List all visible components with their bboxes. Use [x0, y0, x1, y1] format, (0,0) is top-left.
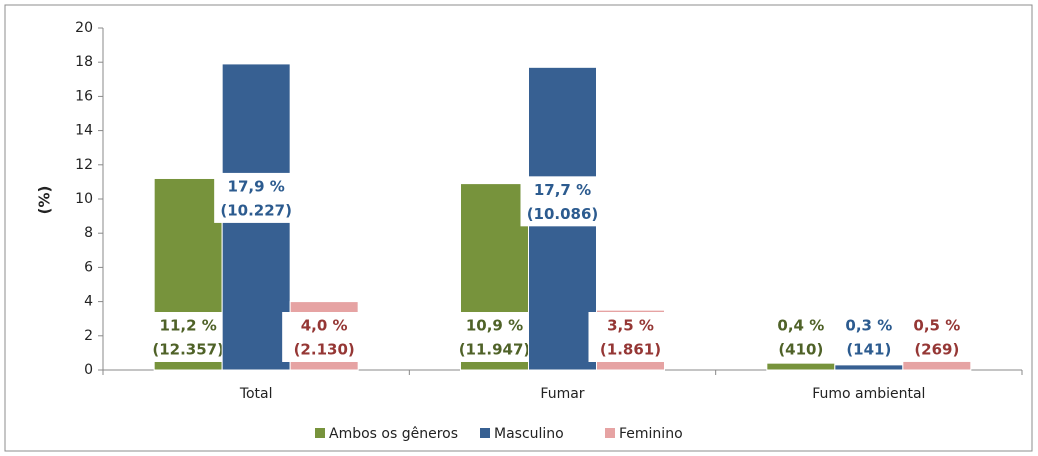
y-tick-label: 20 [75, 20, 93, 36]
value-label: 17,7 % [534, 181, 591, 199]
count-label: (12.357) [152, 341, 224, 359]
y-tick-label: 12 [75, 157, 93, 173]
value-label: 0,4 % [777, 317, 824, 335]
value-label: 10,9 % [466, 317, 523, 335]
bar [834, 364, 904, 371]
legend-swatch [315, 428, 325, 438]
label-box [452, 312, 537, 362]
count-label: (2.130) [294, 341, 355, 359]
y-tick-label: 0 [84, 362, 93, 378]
legend-swatch [480, 428, 490, 438]
bar [902, 360, 972, 371]
y-tick-label: 8 [84, 225, 93, 241]
value-label: 0,3 % [845, 317, 892, 335]
value-label: 17,9 % [228, 177, 285, 195]
bar [766, 362, 836, 371]
x-tick-label: Fumar [540, 386, 584, 402]
y-tick-label: 10 [75, 191, 93, 207]
count-label: (11.947) [459, 341, 531, 359]
legend-label: Ambos os gêneros [329, 426, 458, 442]
label-box [282, 312, 367, 362]
count-label: (10.086) [527, 205, 599, 223]
label-box [520, 176, 605, 227]
value-label: 11,2 % [160, 317, 217, 335]
legend-label: Feminino [619, 426, 683, 442]
value-label: 4,0 % [301, 317, 348, 335]
label-box [588, 312, 673, 362]
label-box [146, 312, 231, 362]
y-tick-label: 18 [75, 54, 93, 70]
count-label: (10.227) [220, 201, 292, 219]
label-box [214, 172, 299, 223]
count-label: (141) [846, 341, 891, 359]
count-label: (410) [778, 341, 823, 359]
x-tick-label: Total [239, 386, 273, 402]
x-tick-label: Fumo ambiental [812, 386, 925, 402]
count-label: (269) [914, 341, 959, 359]
y-axis-label: (%) [36, 186, 54, 215]
y-tick-label: 4 [84, 294, 93, 310]
legend-label: Masculino [494, 426, 564, 442]
y-tick-label: 14 [75, 123, 93, 139]
value-label: 3,5 % [607, 317, 654, 335]
legend-swatch [605, 428, 615, 438]
y-tick-label: 2 [84, 328, 93, 344]
count-label: (1.861) [600, 341, 661, 359]
value-label: 0,5 % [913, 317, 960, 335]
y-tick-label: 6 [84, 259, 93, 275]
y-tick-label: 16 [75, 88, 93, 104]
